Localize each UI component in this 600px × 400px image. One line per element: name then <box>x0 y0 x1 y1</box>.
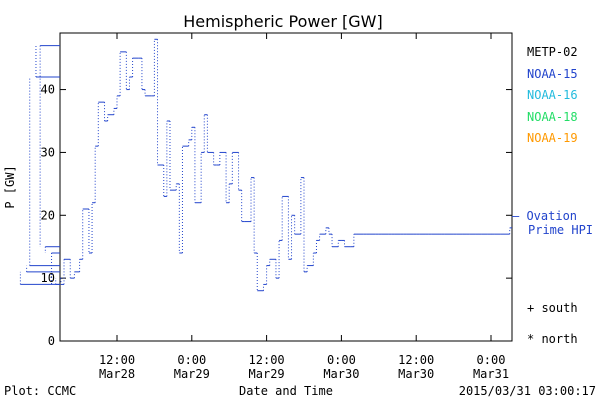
x-axis: 12:00Mar280:00Mar2912:00Mar290:00Mar3012… <box>99 33 509 381</box>
x-tick-label-date: Mar29 <box>174 367 210 381</box>
x-tick-label-time: 12:00 <box>249 353 285 367</box>
ovation-annotation-line1: — Ovation <box>512 209 577 223</box>
chart-title: Hemispheric Power [GW] <box>183 12 382 31</box>
x-tick-label-date: Mar31 <box>473 367 509 381</box>
y-axis: 0 10 20 30 40 <box>41 83 512 348</box>
x-tick-label-time: 0:00 <box>177 353 206 367</box>
x-tick-label-date: Mar30 <box>323 367 359 381</box>
legend-item-noaa-19: NOAA-19 <box>527 131 578 145</box>
plot-frame <box>59 32 513 342</box>
y-tick-label: 0 <box>48 334 55 348</box>
y-tick-label: 30 <box>41 145 55 159</box>
x-tick-label-time: 12:00 <box>99 353 135 367</box>
x-tick-label-time: 0:00 <box>327 353 356 367</box>
footer-left: Plot: CCMC <box>4 384 76 398</box>
legend-item-noaa-18: NOAA-18 <box>527 110 578 124</box>
x-axis-label: Date and Time <box>239 384 333 398</box>
footer-right: 2015/03/31 03:00:17 <box>459 384 596 398</box>
legend-item-noaa-15: NOAA-15 <box>527 67 578 81</box>
y-tick-label: 40 <box>41 83 55 97</box>
south-annotation: + south <box>527 301 578 315</box>
legend-item-metp-02: METP-02 <box>527 45 578 59</box>
series-layer <box>19 38 512 292</box>
y-tick-label: 20 <box>41 208 55 222</box>
x-tick-label-date: Mar29 <box>249 367 285 381</box>
ovation-annotation-line2: Prime HPI <box>528 223 593 237</box>
y-tick-label: 10 <box>41 271 55 285</box>
x-tick-label-time: 0:00 <box>477 353 506 367</box>
x-tick-label-date: Mar30 <box>398 367 434 381</box>
x-tick-label-time: 12:00 <box>398 353 434 367</box>
north-annotation: * north <box>527 332 578 346</box>
legend-item-noaa-16: NOAA-16 <box>527 88 578 102</box>
y-axis-label: P [GW] <box>3 165 17 208</box>
legend: METP-02 NOAA-15 NOAA-16 NOAA-18 NOAA-19 <box>527 45 578 145</box>
x-tick-label-date: Mar28 <box>99 367 135 381</box>
series-noaa-15 <box>19 38 512 292</box>
